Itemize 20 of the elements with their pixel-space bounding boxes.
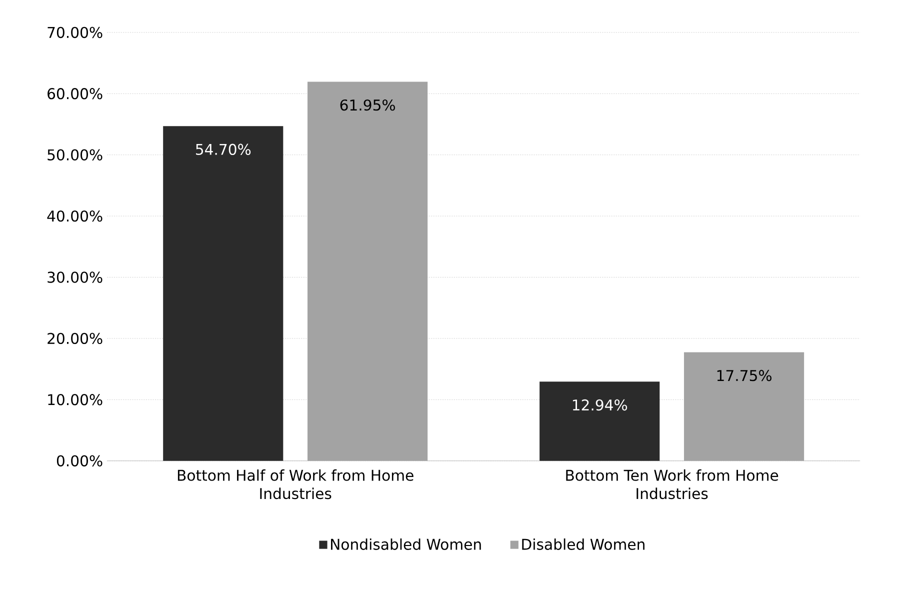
data-label: 12.94%	[572, 400, 628, 411]
data-label: 54.70%	[196, 144, 251, 156]
bar	[684, 352, 804, 462]
y-tick-label: 20.00%	[48, 333, 102, 344]
bar	[308, 82, 428, 462]
y-tick-label: 50.00%	[48, 149, 102, 161]
data-label: 17.75%	[717, 370, 772, 382]
bar	[540, 382, 660, 462]
y-tick-label: 0.00%	[56, 455, 102, 467]
y-tick-label: 40.00%	[47, 210, 102, 222]
data-label: 61.95%	[340, 100, 395, 111]
y-tick-label: 70.00%	[48, 27, 102, 38]
legend-label: Nondisabled Women	[331, 538, 481, 550]
y-tick-label: 10.00%	[48, 394, 102, 406]
x-tick-label: Bottom Half of Work from Home Industries	[178, 470, 414, 500]
x-tick-label: Bottom Ten Work from Home Industries	[566, 470, 778, 500]
legend-label: Disabled Women	[522, 538, 644, 550]
y-tick-label: 60.00%	[48, 88, 102, 100]
bar	[163, 126, 284, 462]
y-tick-label: 30.00%	[48, 272, 102, 284]
